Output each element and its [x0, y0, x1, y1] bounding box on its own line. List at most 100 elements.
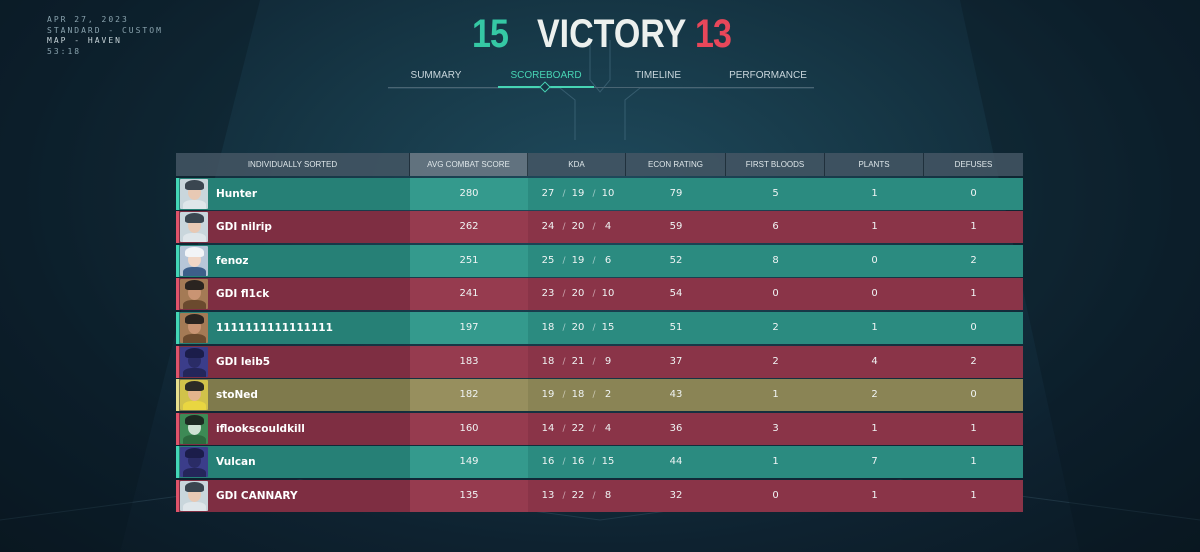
first-bloods-value: 0 [772, 489, 779, 501]
plants-value: 1 [871, 422, 878, 434]
player-name[interactable]: GDI nilrip [216, 221, 272, 234]
plants-value: 1 [871, 221, 878, 233]
plants-value: 1 [871, 321, 878, 333]
player-name[interactable]: 1111111111111111 [216, 321, 333, 334]
table-row[interactable]: stoNed 182 19 / 18 / 2 43 1 2 0 [176, 379, 1023, 412]
table-row[interactable]: iflookscouldkill 160 14 / 22 / 4 36 3 1 1 [176, 412, 1023, 445]
kda-value: 27 / 19 / 10 [528, 178, 626, 210]
table-row[interactable]: GDI CANNARY 135 13 / 22 / 8 32 0 1 1 [176, 479, 1023, 512]
col-header-sort-mode[interactable]: INDIVIDUALLY SORTED [176, 153, 410, 176]
player-name[interactable]: iflookscouldkill [216, 422, 305, 435]
player-name[interactable]: stoNed [216, 389, 258, 402]
tab-scoreboard[interactable]: SCOREBOARD [510, 70, 582, 81]
kda-value: 16 / 16 / 15 [528, 446, 626, 478]
col-header-acs[interactable]: AVG COMBAT SCORE [410, 153, 528, 176]
tab-performance[interactable]: PERFORMANCE [729, 70, 807, 81]
first-bloods-value: 2 [772, 355, 779, 367]
first-bloods-value: 5 [772, 187, 779, 199]
first-bloods-value: 2 [772, 321, 779, 333]
player-name[interactable]: Vulcan [216, 456, 256, 469]
kda-separator: / [562, 255, 566, 266]
self-indicator [404, 379, 412, 412]
table-row[interactable]: GDI fl1ck 241 23 / 20 / 10 54 0 0 1 [176, 278, 1023, 311]
match-map: MAP - HAVEN [47, 36, 122, 45]
defuses-value: 2 [970, 254, 977, 266]
player-name[interactable]: Hunter [216, 187, 258, 200]
econ-value: 59 [669, 221, 683, 233]
match-duration: 53:18 [47, 46, 82, 56]
col-header-econ[interactable]: ECON RATING [626, 153, 726, 176]
assists-value: 2 [604, 389, 612, 401]
table-header: INDIVIDUALLY SORTED AVG COMBAT SCORE KDA… [176, 153, 1023, 176]
team-stripe [176, 311, 179, 344]
tab-bar: SUMMARY SCOREBOARD TIMELINE PERFORMANCE [388, 66, 814, 93]
sage-icon [180, 480, 208, 511]
kda-separator: / [592, 222, 596, 233]
first-bloods-value: 8 [772, 254, 779, 266]
assists-value: 4 [604, 422, 612, 434]
plants-value: 1 [871, 489, 878, 501]
econ-value: 37 [669, 355, 683, 367]
deaths-value: 19 [571, 187, 585, 199]
kda-separator: / [592, 423, 596, 434]
row-name-cell [176, 446, 410, 479]
row-sorted-cell [410, 345, 528, 378]
kills-value: 14 [541, 422, 555, 434]
deaths-value: 19 [571, 254, 585, 266]
kda-value: 24 / 20 / 4 [528, 211, 626, 243]
acs-value: 149 [459, 456, 479, 468]
tab-summary[interactable]: SUMMARY [410, 70, 462, 81]
player-name[interactable]: fenoz [216, 254, 249, 267]
kda-separator: / [592, 289, 596, 300]
econ-value: 54 [669, 288, 683, 300]
econ-value: 32 [669, 489, 683, 501]
row-sorted-cell [410, 244, 528, 277]
table-row[interactable]: fenoz 251 25 / 19 / 6 52 8 0 2 [176, 244, 1023, 277]
deaths-value: 22 [571, 489, 585, 501]
deaths-value: 16 [571, 456, 585, 468]
table-row[interactable]: 1111111111111111 197 18 / 20 / 15 51 2 1 0 [176, 311, 1023, 344]
acs-value: 135 [459, 489, 479, 501]
kda-separator: / [562, 188, 566, 199]
table-row[interactable]: GDI nilrip 262 24 / 20 / 4 59 6 1 1 [176, 211, 1023, 244]
kills-value: 27 [541, 187, 555, 199]
kda-value: 18 / 21 / 9 [528, 346, 626, 378]
match-mode: STANDARD - CUSTOM [47, 25, 163, 35]
kda-value: 14 / 22 / 4 [528, 413, 626, 445]
kda-separator: / [562, 423, 566, 434]
deaths-value: 20 [571, 288, 585, 300]
plants-value: 0 [871, 254, 878, 266]
acs-value: 280 [459, 187, 479, 199]
econ-value: 79 [669, 187, 683, 199]
first-bloods-value: 0 [772, 288, 779, 300]
defuses-value: 2 [970, 355, 977, 367]
row-sorted-cell [410, 412, 528, 445]
player-name[interactable]: GDI CANNARY [216, 489, 298, 502]
col-header-plants[interactable]: PLANTS [825, 153, 924, 176]
row-name-cell [176, 311, 410, 344]
team-score: 15 [472, 12, 509, 56]
row-sorted-cell [410, 177, 528, 210]
kda-separator: / [562, 322, 566, 333]
player-rows: Hunter 280 27/19/10 79 5 1 0 GDI nilrip 262 24/20… [176, 177, 1023, 512]
table-row[interactable]: Hunter 280 27/19/10 79 5 1 0 [176, 177, 1023, 210]
jett-icon [180, 245, 208, 276]
player-name[interactable]: GDI leib5 [216, 355, 271, 368]
kda-separator: / [562, 457, 566, 468]
kills-value: 16 [541, 456, 555, 468]
kda-separator: / [562, 356, 566, 367]
col-header-defuses[interactable]: DEFUSES [924, 153, 1023, 176]
team-stripe [176, 446, 179, 479]
player-name[interactable]: GDI fl1ck [216, 288, 270, 301]
col-header-kda[interactable]: KDA [528, 153, 626, 176]
defuses-value: 1 [970, 489, 977, 501]
acs-value: 262 [459, 221, 479, 233]
kills-value: 23 [541, 288, 555, 300]
defuses-value: 1 [970, 456, 977, 468]
col-header-first-bloods[interactable]: FIRST BLOODS [726, 153, 825, 176]
deaths-value: 22 [571, 422, 585, 434]
table-row[interactable]: Vulcan 149 16 / 16 / 15 44 1 7 1 [176, 446, 1023, 479]
table-row[interactable]: GDI leib5 183 18 / 21 / 9 37 2 4 2 [176, 345, 1023, 378]
tab-timeline[interactable]: TIMELINE [634, 70, 682, 81]
first-bloods-value: 6 [772, 221, 779, 233]
